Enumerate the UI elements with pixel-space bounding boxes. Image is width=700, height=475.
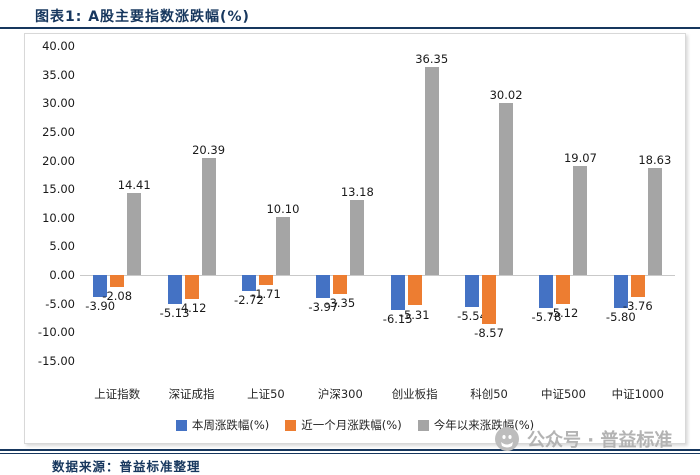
legend-swatch	[175, 419, 187, 431]
bar-value-label: -3.35	[325, 296, 356, 311]
legend-label: 近一个月涨跌幅(%)	[301, 418, 402, 432]
data-source-note: 数据来源：普益标准整理	[52, 459, 201, 474]
bar-value-label: -5.12	[548, 306, 579, 321]
bar	[258, 275, 273, 285]
x-axis-label: 沪深300	[317, 387, 363, 401]
bar	[184, 275, 199, 299]
y-axis-tick: 20.00	[42, 153, 75, 168]
x-axis-label: 科创50	[470, 387, 508, 401]
x-axis-label: 上证指数	[94, 387, 141, 401]
bar-value-label: -3.90	[85, 299, 116, 314]
page-title: 图表1: A股主要指数涨跌幅(%)	[35, 9, 250, 25]
legend-swatch	[285, 419, 297, 431]
bar	[539, 275, 554, 309]
bar	[499, 103, 514, 276]
footer-divider-thin	[0, 453, 700, 454]
x-axis-label: 中证500	[540, 387, 586, 401]
legend-item: 本周涨跌幅(%)	[175, 417, 270, 433]
bar-value-label: 18.63	[638, 153, 672, 168]
x-axis-label: 中证1000	[611, 387, 664, 401]
bar-value-label: -1.71	[251, 286, 281, 301]
bar-value-label: 30.02	[489, 88, 523, 103]
bar-value-label: -5.80	[605, 310, 636, 325]
bar-value-label: 13.18	[340, 184, 374, 199]
y-axis-tick: -10.00	[37, 325, 75, 340]
bar-value-label: 20.39	[192, 143, 226, 158]
bar-value-label: 10.10	[266, 202, 300, 217]
bar	[613, 275, 628, 309]
y-axis-tick: 30.00	[42, 96, 75, 111]
watermark-text: 公众号 · 普益标准	[527, 430, 673, 451]
bar	[482, 275, 497, 325]
bar-value-label: -2.72	[234, 292, 264, 307]
bar-value-label: 19.07	[563, 150, 597, 165]
y-axis-tick: 25.00	[42, 124, 75, 139]
y-axis-tick: -5.00	[45, 296, 75, 311]
bar	[350, 199, 365, 276]
bar	[465, 275, 480, 307]
bar-value-label: -5.13	[159, 306, 190, 321]
footer-divider-thick	[0, 449, 700, 451]
bar	[333, 275, 348, 295]
bar-value-label: -3.76	[622, 298, 653, 313]
x-axis-label: 深证成指	[168, 387, 215, 401]
bar	[93, 275, 108, 298]
bar-value-label: 14.41	[117, 177, 151, 192]
y-axis-tick: 10.00	[42, 210, 75, 225]
legend-item: 近一个月涨跌幅(%)	[285, 417, 402, 433]
zero-axis-line	[80, 275, 675, 277]
bar	[110, 275, 125, 287]
y-axis-tick: 40.00	[42, 39, 75, 53]
bar	[556, 275, 571, 305]
x-axis-label: 上证50	[247, 387, 285, 401]
y-axis-tick: 0.00	[49, 268, 75, 283]
bar	[407, 275, 422, 306]
y-axis-tick: 15.00	[42, 182, 75, 197]
bar-value-label: -2.08	[102, 289, 133, 303]
bar	[201, 158, 216, 276]
bar	[630, 275, 645, 297]
legend-label: 本周涨跌幅(%)	[191, 418, 270, 432]
wechat-icon	[495, 427, 519, 451]
bar	[573, 165, 588, 276]
bar	[390, 275, 405, 311]
bar	[127, 192, 142, 276]
y-axis-tick: 35.00	[42, 67, 75, 82]
bar-value-label: -3.97	[308, 299, 339, 314]
bar-value-label: 36.35	[415, 51, 449, 66]
bar-value-label: -5.78	[531, 310, 562, 325]
bar-value-label: -5.31	[399, 307, 430, 322]
bar	[316, 275, 331, 298]
y-axis-tick: -15.00	[37, 354, 75, 368]
title-divider	[0, 27, 700, 29]
y-axis-tick: 5.00	[49, 239, 75, 254]
x-axis-label: 创业板指	[391, 387, 438, 401]
watermark: 公众号 · 普益标准	[494, 426, 672, 452]
chart-container: 本周涨跌幅(%) 近一个月涨跌幅(%) 今年以来涨跌幅(%) 40.00 35.00 3…	[24, 33, 686, 444]
bar	[647, 168, 662, 276]
bar	[275, 217, 290, 276]
bar	[167, 275, 182, 305]
bar-value-label: -5.54	[457, 308, 487, 323]
bar	[241, 275, 256, 291]
bar-value-label: -4.12	[176, 300, 207, 315]
bar-value-label: -6.15	[382, 312, 413, 327]
legend-swatch	[417, 419, 429, 431]
bar-value-label: -8.57	[474, 326, 504, 341]
bar	[424, 66, 439, 276]
